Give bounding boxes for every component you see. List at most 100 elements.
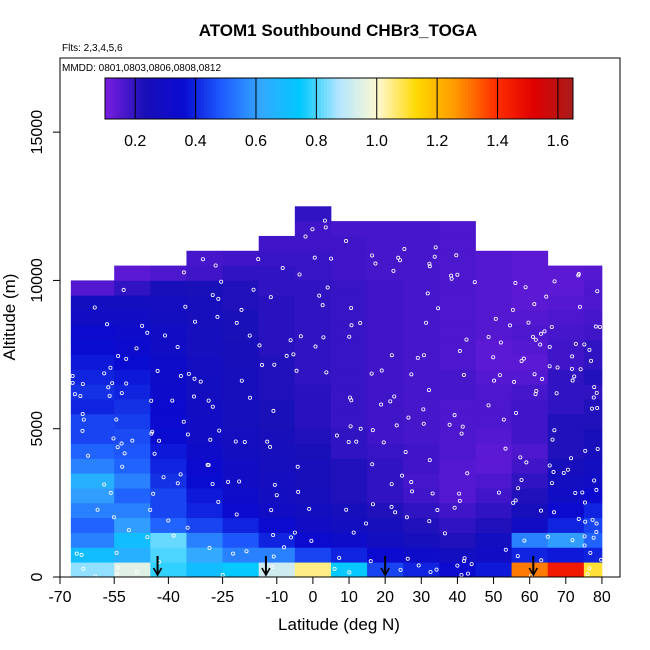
- data-point: [86, 453, 91, 458]
- data-point: [421, 353, 426, 358]
- data-point: [334, 433, 339, 438]
- data-point: [415, 355, 420, 360]
- heatmap-cell: [439, 562, 476, 578]
- heatmap-cell: [547, 428, 585, 444]
- x-tick-label: 60: [521, 589, 539, 606]
- data-point: [219, 279, 224, 284]
- colorbar-swatch: [462, 78, 466, 119]
- heatmap-cell: [258, 532, 296, 548]
- data-point: [237, 479, 242, 484]
- heatmap-cell: [70, 502, 115, 519]
- data-point: [591, 535, 596, 540]
- colorbar-swatch: [543, 78, 547, 119]
- heatmap-cell: [114, 562, 151, 578]
- data-point: [115, 572, 120, 577]
- heatmap-cell: [330, 428, 368, 444]
- colorbar-swatch: [504, 78, 508, 119]
- heatmap-cell: [70, 384, 115, 400]
- heatmap-cell: [114, 295, 151, 311]
- colorbar-swatch: [330, 78, 334, 119]
- data-point: [322, 218, 327, 223]
- data-point: [270, 565, 275, 570]
- heatmap-cell: [294, 428, 332, 444]
- data-point: [268, 295, 273, 300]
- data-point: [206, 398, 211, 403]
- data-point: [346, 439, 351, 444]
- data-point: [465, 571, 470, 576]
- data-point: [124, 356, 129, 361]
- colorbar-swatch: [291, 78, 295, 119]
- heatmap-cell: [294, 399, 332, 415]
- heatmap-cell: [294, 443, 332, 459]
- heatmap-cell: [511, 547, 549, 563]
- heatmap-cell: [222, 488, 260, 504]
- heatmap-cell: [186, 280, 223, 296]
- heatmap-cell: [222, 384, 260, 400]
- heatmap-cell: [114, 413, 151, 430]
- heatmap-cell: [258, 354, 296, 370]
- heatmap-cell: [511, 369, 549, 385]
- heatmap-cell: [222, 547, 260, 563]
- colorbar-swatch: [180, 78, 184, 119]
- heatmap-cell: [330, 488, 368, 504]
- colorbar-swatch: [333, 78, 337, 119]
- heatmap-cell: [222, 413, 260, 430]
- heatmap-cell: [403, 547, 440, 563]
- colorbar-swatch: [234, 78, 238, 119]
- heatmap-cell: [258, 265, 296, 281]
- heatmap-cell: [475, 517, 513, 533]
- colorbar-swatch: [174, 78, 178, 119]
- colorbar-swatch: [477, 78, 481, 119]
- colorbar-swatch: [528, 78, 532, 119]
- data-point: [358, 426, 363, 431]
- data-point: [410, 489, 415, 494]
- data-point: [370, 428, 375, 433]
- colorbar-swatch: [339, 78, 343, 119]
- y-tick-label: 10000: [29, 258, 46, 303]
- heatmap-cell: [475, 532, 513, 548]
- data-point: [186, 371, 191, 376]
- data-point: [207, 545, 212, 550]
- data-point: [514, 410, 519, 415]
- x-tick-label: 20: [376, 589, 394, 606]
- data-point: [402, 247, 407, 252]
- heatmap-cell: [70, 532, 115, 548]
- data-point: [455, 563, 460, 568]
- heatmap-cell: [475, 502, 513, 519]
- colorbar-swatch: [399, 78, 403, 119]
- arrow-marker: [528, 556, 538, 577]
- colorbar-swatch: [129, 78, 133, 119]
- data-point: [347, 395, 352, 400]
- heatmap-cell: [114, 532, 151, 548]
- heatmap-cell: [403, 354, 440, 370]
- heatmap-cell: [222, 324, 260, 341]
- data-point: [379, 368, 384, 373]
- data-point: [595, 446, 600, 451]
- data-point: [491, 355, 496, 360]
- data-point: [561, 470, 566, 475]
- heatmap-cell: [70, 339, 115, 355]
- data-point: [115, 565, 120, 570]
- heatmap-cell: [475, 547, 513, 563]
- colorbar-swatch: [519, 78, 523, 119]
- heatmap-cell: [403, 265, 440, 281]
- x-tick-label: 70: [557, 589, 575, 606]
- heatmap-cell: [403, 488, 440, 504]
- data-point: [409, 372, 414, 377]
- data-point: [239, 378, 244, 383]
- data-point: [400, 473, 405, 478]
- data-point: [427, 261, 432, 266]
- heatmap-cell: [367, 221, 404, 237]
- data-point: [522, 538, 527, 543]
- colorbar-swatch: [348, 78, 352, 119]
- heatmap-cell: [258, 562, 296, 578]
- heatmap-cell: [583, 310, 603, 326]
- data-point: [81, 566, 86, 571]
- colorbar-swatch: [537, 78, 541, 119]
- heatmap-cell: [222, 369, 260, 385]
- colorbar-swatch: [483, 78, 487, 119]
- colorbar-swatch: [306, 78, 310, 119]
- heatmap-cell: [330, 235, 368, 252]
- data-point: [115, 445, 120, 450]
- heatmap-cell: [583, 428, 603, 444]
